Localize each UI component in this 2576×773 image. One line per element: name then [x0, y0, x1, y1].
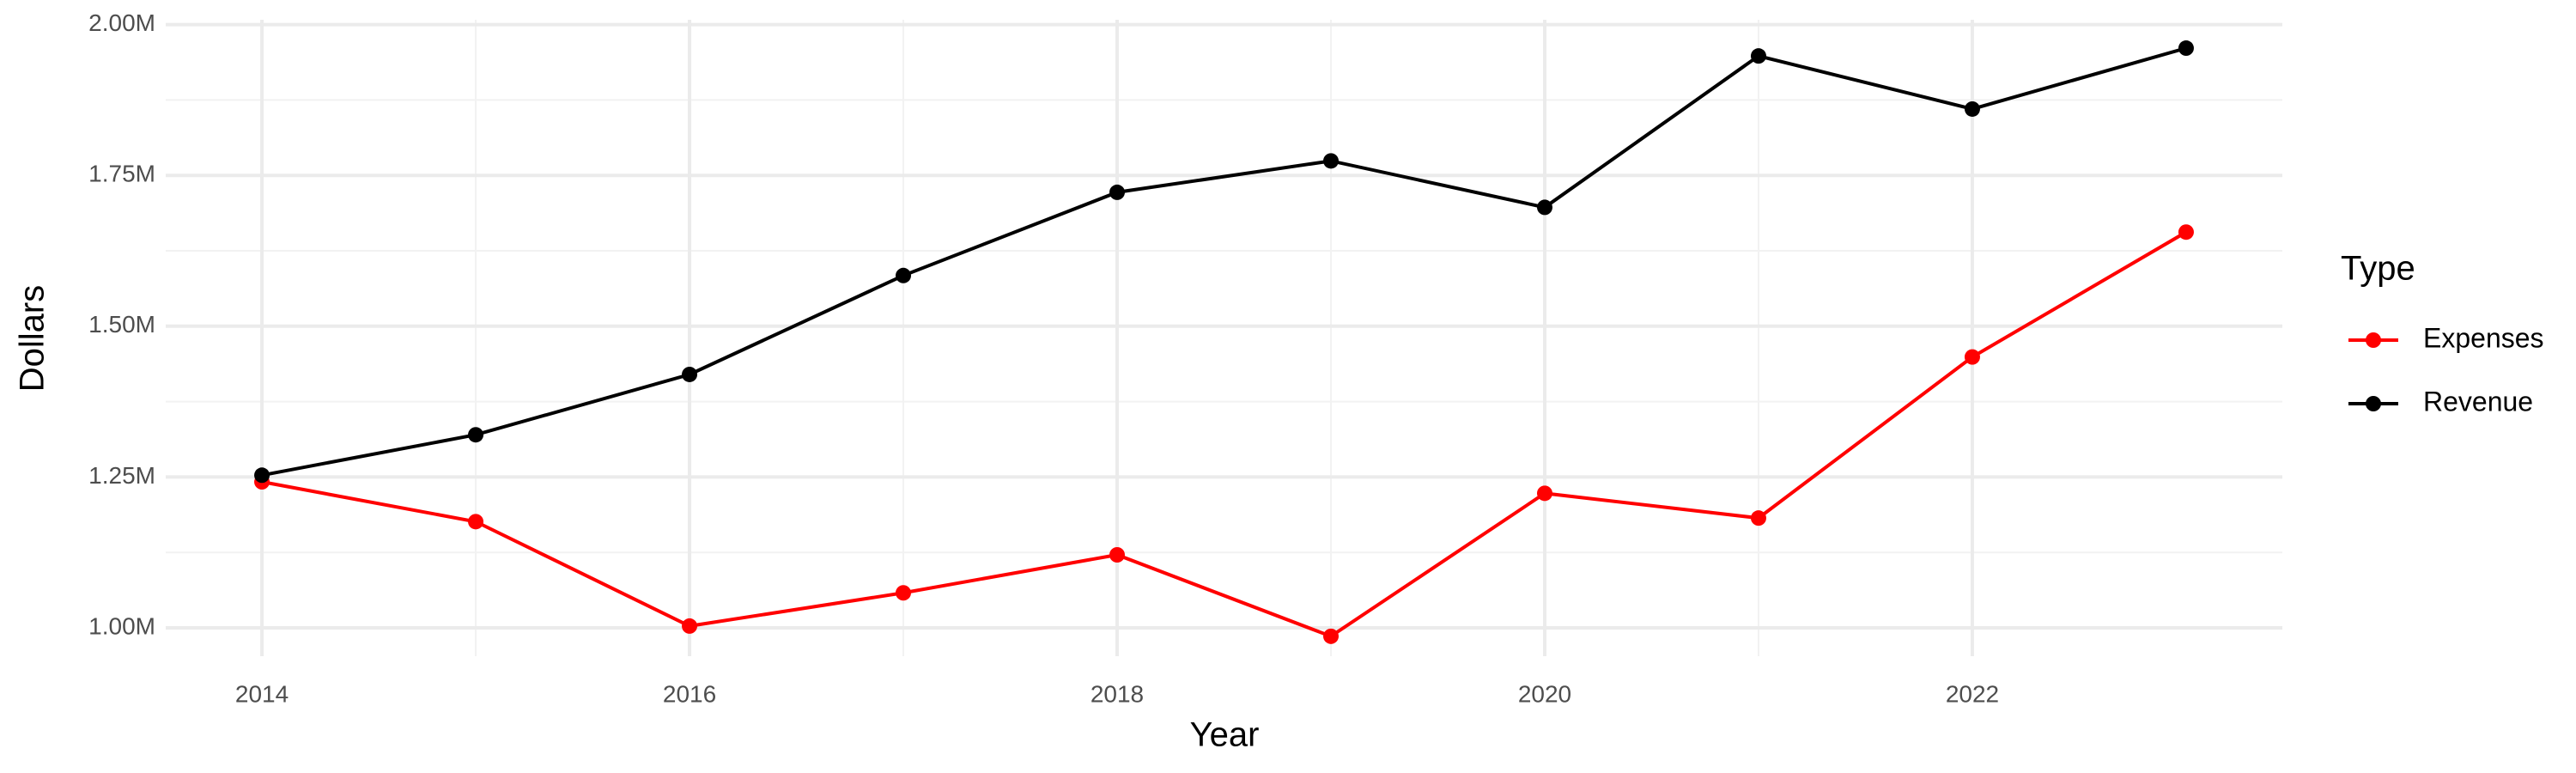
data-point [468, 514, 484, 530]
data-point [2178, 40, 2194, 57]
data-point [1750, 510, 1766, 526]
y-axis-title: Dollars [14, 285, 52, 392]
y-tick-label: 1.25M [88, 462, 155, 489]
x-tick-label: 2016 [663, 680, 716, 707]
legend-label: Expenses [2423, 322, 2544, 353]
data-point [682, 618, 698, 634]
series-line [261, 230, 2187, 639]
x-tick-label: 2014 [235, 680, 289, 707]
data-point [1322, 628, 1339, 644]
x-tick-label: 2020 [1518, 680, 1571, 707]
x-tick-label: 2018 [1091, 680, 1144, 707]
y-tick-label: 1.75M [88, 161, 155, 187]
data-point [1536, 485, 1552, 502]
legend-title: Type [2341, 250, 2415, 288]
data-point [682, 366, 698, 382]
x-tick-label: 2022 [1946, 680, 1999, 707]
data-point [254, 467, 270, 484]
data-point [1322, 153, 1339, 169]
y-tick-label: 1.00M [88, 612, 155, 639]
y-tick-label: 1.50M [88, 311, 155, 338]
data-point [1750, 48, 1766, 64]
legend-key-point [2366, 332, 2381, 348]
data-point [2178, 224, 2194, 240]
data-point [1109, 184, 1126, 200]
data-point [1964, 100, 1980, 117]
y-tick-label: 2.00M [88, 9, 155, 36]
legend-key-point [2366, 396, 2381, 411]
data-point [1964, 349, 1980, 365]
x-axis-title: Year [1190, 716, 1260, 754]
data-point [1109, 547, 1126, 563]
data-point [896, 585, 912, 601]
legend-label: Revenue [2423, 386, 2533, 417]
series-line [261, 46, 2187, 478]
data-point [896, 267, 912, 283]
data-point [1536, 199, 1552, 216]
data-point [468, 427, 484, 443]
